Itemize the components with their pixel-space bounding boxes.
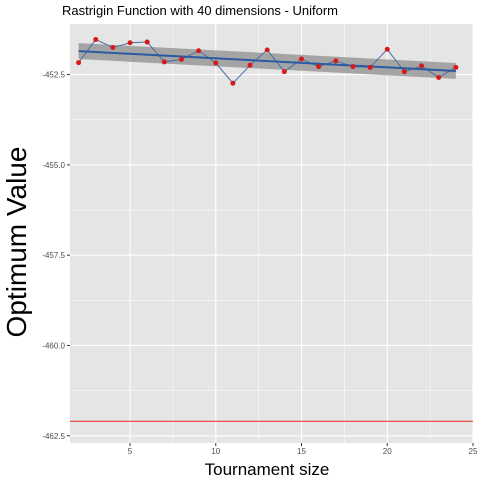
x-tick-label: 15 xyxy=(297,447,306,456)
data-point xyxy=(161,59,167,65)
plot-panel xyxy=(70,24,473,443)
x-tick-label: 25 xyxy=(469,447,478,456)
data-point xyxy=(350,64,356,70)
trend-line xyxy=(78,50,456,72)
data-point xyxy=(178,56,184,62)
y-tick-label: -457.5 xyxy=(42,251,65,260)
gridlines xyxy=(70,24,474,443)
data-point xyxy=(367,64,373,70)
x-tick-label: 5 xyxy=(128,447,133,456)
data-points xyxy=(76,37,459,86)
data-point xyxy=(384,46,390,52)
data-point xyxy=(419,63,425,69)
y-tick-label: -462.5 xyxy=(42,432,65,441)
data-point xyxy=(247,62,253,68)
data-point xyxy=(281,69,287,75)
data-point xyxy=(401,69,407,75)
data-point xyxy=(299,56,305,62)
y-tick-label: -455.0 xyxy=(42,161,65,170)
x-tick-label: 10 xyxy=(211,447,220,456)
data-point xyxy=(127,40,133,46)
y-axis-ticks: -462.5 -460.0 -457.5 -455.0 -452.5 xyxy=(42,71,70,441)
x-tick-label: 20 xyxy=(383,447,392,456)
x-axis-ticks: 5 10 15 20 25 xyxy=(128,443,478,456)
data-point xyxy=(110,44,116,50)
data-point xyxy=(213,60,219,66)
y-tick-label: -452.5 xyxy=(42,71,65,80)
y-axis-label: Optimum Value xyxy=(1,147,32,338)
data-point xyxy=(93,37,99,43)
data-point xyxy=(436,74,442,80)
x-axis-label: Tournament size xyxy=(205,460,330,479)
trend-line-group xyxy=(78,50,456,72)
chart-title: Rastrigin Function with 40 dimensions - … xyxy=(62,3,338,18)
data-point xyxy=(453,64,459,70)
data-point xyxy=(144,39,150,45)
y-tick-label: -460.0 xyxy=(42,341,65,350)
data-point xyxy=(333,58,339,64)
data-point xyxy=(76,60,82,66)
data-point xyxy=(230,80,236,86)
data-point xyxy=(196,48,202,54)
data-point xyxy=(316,64,322,70)
data-point xyxy=(264,47,270,53)
